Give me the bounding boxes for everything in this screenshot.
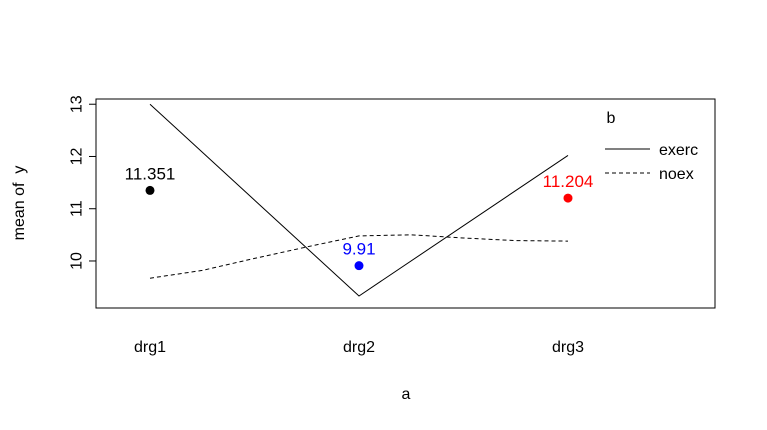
- plot-frame: [95, 98, 716, 309]
- marker-layer: 11.351 9.91 11.204: [125, 164, 594, 271]
- x-tick-label: drg3: [552, 339, 584, 356]
- series-layer: [149, 103, 569, 297]
- y-axis-title: mean of y: [11, 166, 28, 241]
- legend-title: b: [607, 110, 616, 127]
- y-tick-label: 13: [69, 95, 86, 113]
- x-axis-title: a: [402, 386, 411, 403]
- mean-label-drg3: 11.204: [543, 172, 594, 191]
- y-axis: 10 11 12 13: [69, 95, 97, 270]
- y-tick-label: 11: [69, 200, 86, 217]
- legend: b exerc noex: [605, 110, 698, 183]
- x-tick-label: drg1: [134, 339, 166, 356]
- mean-point-drg1: [145, 185, 155, 195]
- legend-label-noex: noex: [659, 166, 694, 183]
- mean-point-drg3: [563, 193, 573, 203]
- x-tick-label: drg2: [343, 339, 375, 356]
- series-line-exerc: [149, 103, 569, 297]
- y-tick-label: 10: [69, 252, 86, 270]
- series-line-noex: [149, 234, 569, 279]
- mean-label-drg1: 11.351: [125, 164, 176, 183]
- y-tick-label: 12: [69, 147, 86, 165]
- mean-point-drg2: [354, 261, 364, 271]
- x-axis: drg1 drg2 drg3: [134, 339, 584, 356]
- mean-label-drg2: 9.91: [342, 240, 375, 259]
- legend-label-exerc: exerc: [659, 142, 698, 159]
